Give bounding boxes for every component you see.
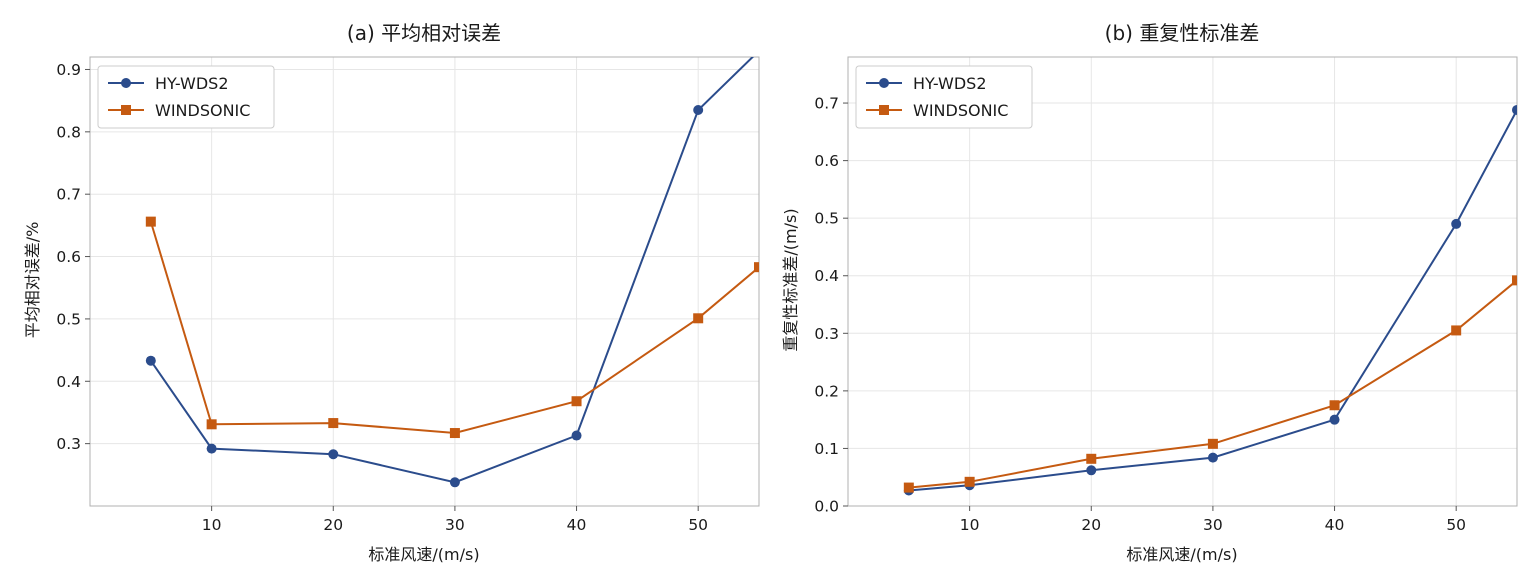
chart-a-y-tick-label: 0.7 [56, 186, 81, 204]
chart-a-legend-label: HY-WDS2 [155, 74, 229, 93]
chart-b-y-tick-label: 0.0 [814, 498, 839, 516]
chart-b-point-hy-wds2 [1451, 218, 1462, 229]
chart-a-point-windsonic [145, 216, 156, 227]
chart-b-legend-label: WINDSONIC [913, 101, 1008, 120]
chart-b-point-windsonic [1512, 275, 1517, 286]
chart-a-legend-box [97, 65, 275, 129]
chart-a-point-windsonic [449, 428, 460, 439]
chart-a-legend-marker [121, 78, 131, 88]
chart-a-legend: HY-WDS2 WINDSONIC [97, 65, 275, 129]
chart-b-ylabel: 重复性标准差/(m/s) [781, 208, 800, 351]
chart-a-x-tick-label: 50 [688, 516, 708, 534]
chart-a-plot-area [145, 46, 764, 488]
chart-b-legend-marker [879, 105, 889, 115]
chart-a-x-tick-label: 10 [202, 516, 222, 534]
chart-b-point-hy-wds2 [1086, 465, 1097, 476]
chart-a-y-tick-label: 0.6 [56, 248, 81, 266]
chart-b-y-tick-label: 0.7 [814, 95, 839, 113]
chart-b-point-windsonic [1329, 400, 1340, 411]
chart-b-title: (b) 重复性标准差 [1105, 21, 1260, 45]
chart-a-x-tick-label: 30 [445, 516, 465, 534]
chart-a-point-windsonic [206, 419, 217, 430]
chart-a-x-tick-label: 20 [323, 516, 343, 534]
chart-b-y-tick-label: 0.1 [814, 440, 839, 458]
chart-a-title: (a) 平均相对误差 [347, 21, 501, 45]
chart-b-x-tick-label: 50 [1446, 516, 1466, 534]
chart-b-point-hy-wds2 [1329, 414, 1340, 425]
chart-a-legend-marker [121, 105, 131, 115]
chart-b-y-tick-label: 0.4 [814, 267, 839, 285]
chart-a-point-hy-wds2 [693, 105, 704, 116]
chart-b-point-windsonic [1207, 438, 1218, 449]
chart-b-legend: HY-WDS2 WINDSONIC [855, 65, 1033, 129]
chart-b-point-hy-wds2 [1512, 104, 1517, 115]
chart-b-y-tick-label: 0.6 [814, 152, 839, 170]
chart-a-point-hy-wds2 [571, 430, 582, 441]
chart-b-xlabel: 标准风速/(m/s) [1126, 545, 1237, 564]
chart-a-point-windsonic [693, 313, 704, 324]
chart-a-y-tick-label: 0.4 [56, 373, 81, 391]
chart-a-point-hy-wds2 [754, 46, 764, 56]
chart-a-point-windsonic [754, 262, 759, 273]
chart-a-x-tick-label: 40 [567, 516, 587, 534]
chart-b-plot-area [903, 104, 1517, 496]
chart-b-x-tick-label: 10 [960, 516, 980, 534]
chart-a-point-hy-wds2 [206, 443, 217, 454]
chart-b-point-windsonic [964, 476, 975, 487]
chart-a-y-tick-label: 0.5 [56, 310, 81, 328]
chart-a: (a) 平均相对误差 标准风速/(m/s) 平均相对误差/% 10 20 30 40 5… [23, 21, 764, 564]
chart-a-y-tick-label: 0.3 [56, 435, 81, 453]
chart-a-point-windsonic [571, 396, 582, 407]
chart-b-point-hy-wds2 [1207, 452, 1218, 463]
chart-b-legend-marker [879, 78, 889, 88]
chart-b-legend-label: HY-WDS2 [913, 74, 987, 93]
chart-b-point-windsonic [1451, 325, 1462, 336]
chart-b-point-windsonic [1086, 453, 1097, 464]
chart-a-legend-label: WINDSONIC [155, 101, 250, 120]
chart-b-x-tick-label: 40 [1325, 516, 1345, 534]
chart-b-x-tick-label: 20 [1081, 516, 1101, 534]
chart-b-point-windsonic [903, 482, 914, 493]
chart-a-xlabel: 标准风速/(m/s) [368, 545, 479, 564]
chart-a-point-hy-wds2 [328, 449, 339, 460]
chart-b-y-tick-label: 0.5 [814, 210, 839, 228]
chart-b-y-tick-label: 0.3 [814, 325, 839, 343]
chart-b: (b) 重复性标准差 标准风速/(m/s) 重复性标准差/(m/s) 10 20 3… [781, 21, 1518, 564]
chart-b-y-tick-label: 0.2 [814, 382, 839, 400]
chart-a-y-tick-label: 0.9 [56, 61, 81, 79]
chart-a-point-hy-wds2 [145, 355, 156, 366]
chart-b-x-tick-label: 30 [1203, 516, 1223, 534]
chart-a-y-tick-label: 0.8 [56, 123, 81, 141]
chart-a-plot-frame [89, 56, 760, 507]
chart-a-point-hy-wds2 [449, 477, 460, 488]
chart-a-ylabel: 平均相对误差/% [23, 222, 42, 339]
chart-a-point-windsonic [328, 418, 339, 429]
chart-b-legend-box [855, 65, 1033, 129]
